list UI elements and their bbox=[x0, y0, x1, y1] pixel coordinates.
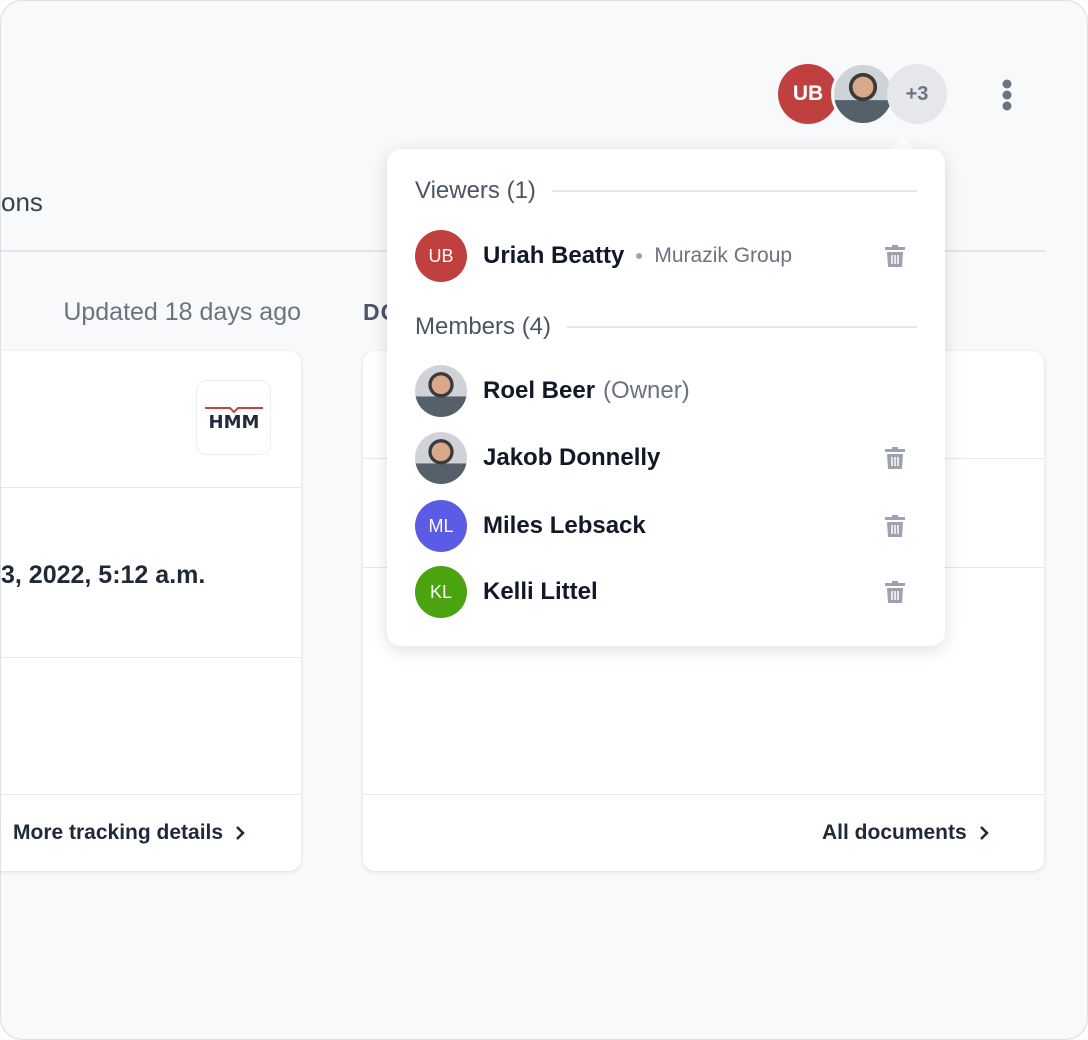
avatar-ub[interactable]: UB bbox=[778, 64, 838, 124]
carrier-logo: HMM bbox=[196, 380, 271, 455]
chevron-right-icon bbox=[236, 826, 245, 840]
chevron-right-icon bbox=[979, 826, 989, 840]
member-row: ML Miles Lebsack bbox=[415, 500, 905, 552]
viewer-org: Murazik Group bbox=[654, 244, 793, 267]
viewer-row: UB Uriah Beatty Murazik Group bbox=[415, 230, 905, 282]
member-row: Roel Beer (Owner) bbox=[415, 365, 905, 417]
all-documents-link[interactable]: All documents bbox=[822, 821, 989, 845]
avatar: KL bbox=[415, 566, 467, 618]
avatar: ML bbox=[415, 500, 467, 552]
trash-icon[interactable] bbox=[885, 447, 905, 469]
more-members-button[interactable]: +3 bbox=[887, 64, 947, 124]
members-title: Members (4) bbox=[415, 313, 552, 340]
trash-icon[interactable] bbox=[885, 245, 905, 267]
avatar-photo[interactable] bbox=[831, 62, 895, 126]
all-documents-label: All documents bbox=[822, 821, 967, 844]
member-name: Jakob Donnelly bbox=[483, 444, 661, 471]
members-popover: Viewers (1) UB Uriah Beatty Murazik Grou… bbox=[387, 149, 945, 646]
member-row: Jakob Donnelly bbox=[415, 432, 905, 484]
documents-label: DOCUMENTS bbox=[363, 299, 387, 325]
shipment-date: 3, 2022, 5:12 a.m. bbox=[1, 561, 206, 589]
svg-text:HMM: HMM bbox=[208, 412, 259, 431]
member-name: Roel Beer bbox=[483, 377, 596, 404]
viewer-name: Uriah Beatty bbox=[483, 242, 625, 269]
more-tracking-label: More tracking details bbox=[13, 821, 224, 844]
avatar bbox=[415, 432, 467, 484]
avatar: UB bbox=[415, 230, 467, 282]
member-role: (Owner) bbox=[603, 377, 690, 404]
avatar bbox=[415, 365, 467, 417]
tab-partial[interactable]: ons bbox=[1, 187, 43, 217]
more-tracking-link[interactable]: More tracking details bbox=[13, 821, 245, 845]
member-row: KL Kelli Littel bbox=[415, 566, 905, 618]
updated-text: Updated 18 days ago bbox=[63, 298, 301, 326]
kebab-menu-icon[interactable] bbox=[1001, 79, 1013, 116]
member-name: Miles Lebsack bbox=[483, 512, 646, 539]
viewers-title: Viewers (1) bbox=[415, 177, 536, 204]
trash-icon[interactable] bbox=[885, 581, 905, 603]
member-name: Kelli Littel bbox=[483, 578, 598, 605]
trash-icon[interactable] bbox=[885, 515, 905, 537]
